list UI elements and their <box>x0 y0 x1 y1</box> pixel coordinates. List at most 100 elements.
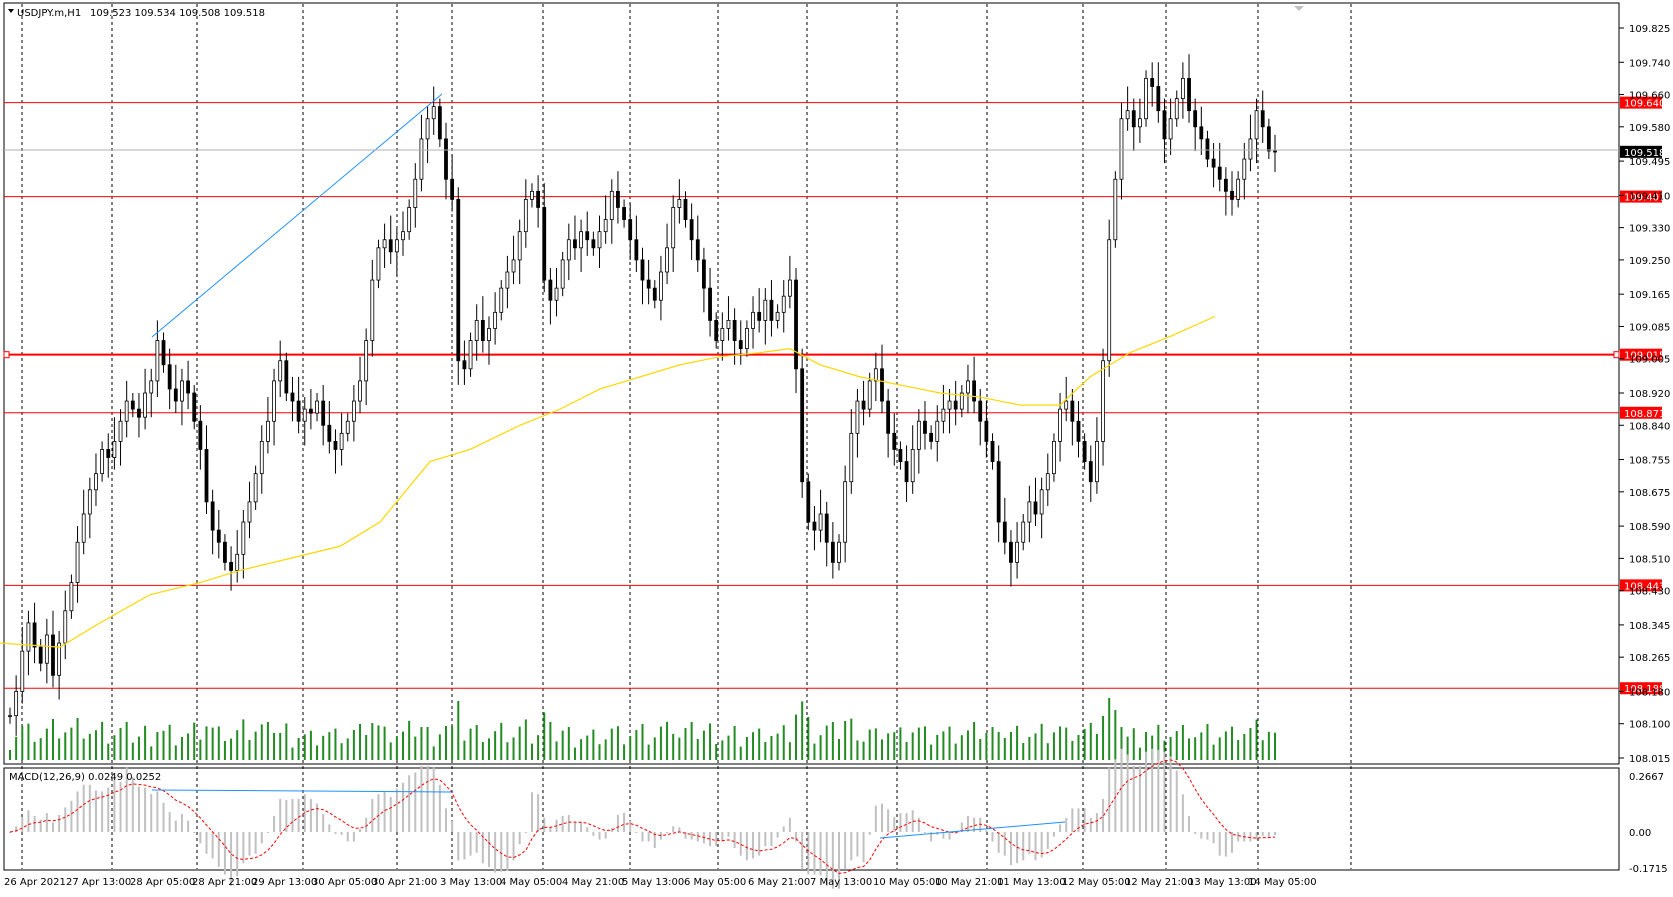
candle-body <box>996 461 1001 523</box>
volume-bar <box>1169 737 1172 760</box>
macd-tick-label: 0.00 <box>1629 828 1651 839</box>
macd-bar <box>187 820 190 832</box>
macd-bar <box>389 797 392 832</box>
level-price-tag-label: 108.443 <box>1624 581 1665 592</box>
macd-bar <box>1237 831 1240 842</box>
macd-bar <box>678 827 681 832</box>
volume-bar <box>1151 735 1154 760</box>
level-price-tag-label: 109.407 <box>1624 193 1665 204</box>
level-handle-left[interactable] <box>3 351 10 359</box>
macd-bar <box>1200 831 1203 839</box>
chart-menu-triangle-icon[interactable] <box>8 9 14 13</box>
candle-body <box>1009 541 1013 563</box>
volume-bar <box>831 722 834 760</box>
macd-trendline-2[interactable] <box>879 821 1066 839</box>
macd-bar <box>156 791 159 832</box>
volume-bar <box>487 738 490 760</box>
macd-bar <box>616 814 619 832</box>
level-handle-right[interactable] <box>1613 351 1620 359</box>
candle-body <box>1033 501 1038 515</box>
scroll-marker-icon[interactable] <box>1294 6 1304 11</box>
volume-bar <box>923 726 926 760</box>
candle-body <box>51 634 55 676</box>
macd-bar <box>1132 765 1135 832</box>
macd-trendline-1[interactable] <box>151 789 453 793</box>
macd-bar <box>518 831 521 845</box>
volume-bar <box>1120 727 1123 760</box>
volume-bar <box>144 725 147 760</box>
candle-body <box>57 642 62 676</box>
time-label: 4 May 05:00 <box>500 877 562 888</box>
candle-body <box>327 424 332 442</box>
macd-bar <box>297 798 300 832</box>
macd-bar <box>273 815 276 832</box>
candle-body <box>646 279 651 289</box>
candle-body <box>1039 489 1044 515</box>
macd-bar <box>1194 831 1197 834</box>
volume-bar <box>1194 737 1197 760</box>
volume-bar <box>211 727 214 760</box>
macd-bar <box>322 814 325 832</box>
candle-body <box>763 299 768 321</box>
candle-body <box>419 138 424 180</box>
volume-bar <box>819 735 822 760</box>
candle-body <box>769 299 774 321</box>
time-label: 26 Apr 2021 <box>4 877 66 888</box>
candle-body <box>14 691 19 717</box>
candle-body <box>1045 473 1050 491</box>
macd-bar <box>365 817 368 832</box>
volume-bar <box>1108 698 1111 760</box>
macd-bar <box>672 826 675 832</box>
macd-bar <box>144 787 147 832</box>
time-label: 7 May 13:00 <box>810 877 872 888</box>
volume-bar <box>51 719 54 760</box>
horizontal-levels[interactable]: 109.640 109.407 109.015 108.871 108.443 108.1… <box>3 96 1665 696</box>
candle-body <box>1242 158 1247 180</box>
candle-body <box>1187 78 1191 112</box>
macd-bar <box>1267 831 1270 838</box>
macd-bar <box>211 831 214 859</box>
price-tick-label: 108.180 <box>1629 687 1670 698</box>
volume-bar <box>1237 740 1240 760</box>
candle-body <box>241 521 246 555</box>
volume-bar <box>1243 734 1246 760</box>
volume-bar <box>1028 737 1031 760</box>
candle-body <box>1144 78 1148 120</box>
volume-bar <box>1163 740 1166 760</box>
macd-bar <box>795 831 798 842</box>
volume-bar <box>795 714 798 760</box>
volume-bar <box>1102 716 1105 760</box>
candle-body <box>69 582 74 612</box>
candle-body <box>898 449 903 462</box>
candle-body <box>321 400 326 426</box>
candle-body <box>1193 110 1198 128</box>
candle-body <box>1211 158 1216 168</box>
time-label: 27 Apr 13:00 <box>66 877 131 888</box>
macd-bar <box>223 831 226 875</box>
candle-body <box>63 610 68 644</box>
volume-bar <box>303 734 306 760</box>
volume-bar <box>1095 734 1098 760</box>
candle-body <box>370 279 375 341</box>
macd-bar <box>758 831 761 856</box>
volume-bar <box>383 726 386 760</box>
candle-body <box>1088 461 1093 483</box>
candle-body <box>143 392 147 418</box>
volume-bar <box>960 735 963 760</box>
volume-bars <box>9 698 1276 760</box>
level-price-tag <box>1620 682 1662 695</box>
candle-body <box>959 392 964 410</box>
trendline-upper[interactable] <box>151 93 443 338</box>
macd-bar <box>512 831 515 861</box>
macd-bar <box>1102 798 1105 832</box>
candle-body <box>812 521 817 531</box>
macd-bar <box>653 831 656 849</box>
macd-bar <box>107 787 110 832</box>
candle-body <box>978 400 983 422</box>
volume-bar <box>21 726 24 760</box>
time-label: 28 Apr 05:00 <box>130 877 195 888</box>
volume-bar <box>260 724 263 760</box>
macd-bar <box>788 817 791 832</box>
volume-bar <box>199 739 202 760</box>
